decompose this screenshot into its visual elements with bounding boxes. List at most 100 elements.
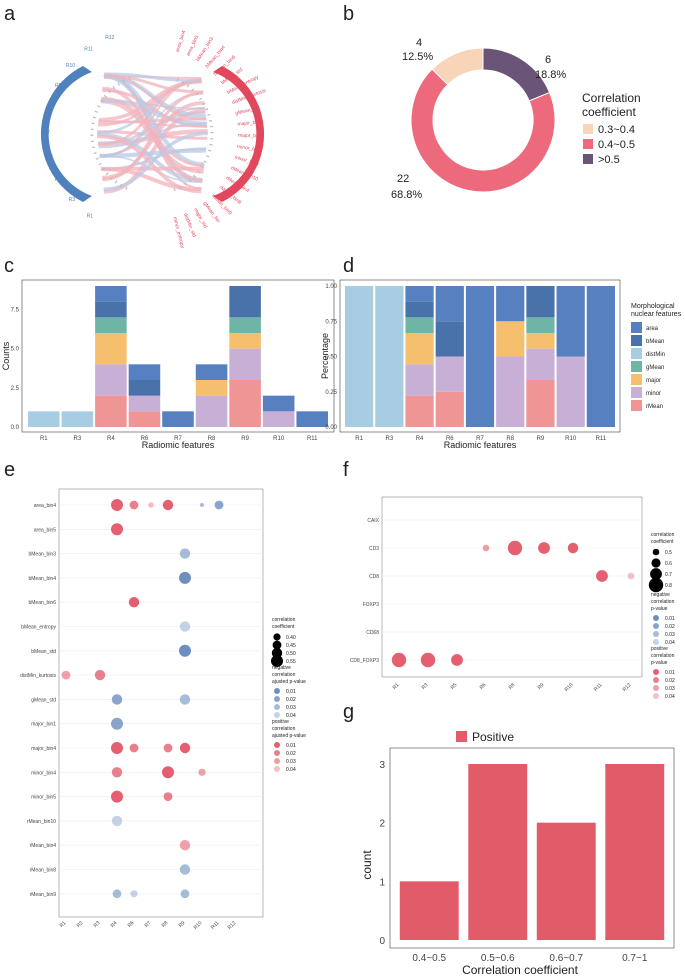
plot-frame-f xyxy=(381,496,643,678)
legend-pos-label: 0.04 xyxy=(665,694,675,700)
x-tick-label-d: R6 xyxy=(446,436,454,442)
row-label: major_bin1 xyxy=(31,722,56,728)
x-tick-label-g: 0.7~1 xyxy=(622,953,648,964)
row-label: rMean_bin8 xyxy=(30,868,57,874)
row-label: rMean_bin9 xyxy=(30,892,57,898)
radiomics-sector xyxy=(40,66,92,202)
donut-count-label: 6 xyxy=(545,54,551,66)
row-label: rMean_bin10 xyxy=(27,819,56,825)
legend-size-label: 0.6 xyxy=(665,561,672,567)
legend-size-label: 0.45 xyxy=(286,643,296,649)
legend-neg-label: 0.04 xyxy=(665,640,675,646)
bar-segment-R6-area xyxy=(128,364,161,380)
legend-swatch-gMean xyxy=(631,361,642,372)
legend-size-label: 0.50 xyxy=(286,651,296,657)
row-label: FOXP3 xyxy=(363,602,380,608)
legend-neg-dot xyxy=(653,615,659,621)
donut-legend: 0.3~0.4 0.4~0.5 >0.5 xyxy=(583,124,635,166)
dot-major_bin4-R8 xyxy=(163,743,173,753)
pct-segment-R8-minor xyxy=(496,356,525,427)
pathomics-sector xyxy=(213,66,265,202)
row-label: CD8_FOXP3 xyxy=(350,658,379,664)
x-tick-label-g: 0.4~0.5 xyxy=(412,953,446,964)
pct-segment-R9-major xyxy=(526,333,555,349)
chord-track-segment xyxy=(193,174,197,178)
legend-key-positive xyxy=(456,731,467,742)
chord-track-segment xyxy=(122,79,126,83)
bar-0.5~0.6 xyxy=(468,764,528,940)
pct-segment-R8-area xyxy=(496,286,525,322)
legend-pos-dot xyxy=(274,750,280,756)
y-tick-label-g: 3 xyxy=(379,760,385,771)
radiomics-item-label: R8 xyxy=(46,106,53,112)
dot-plot-e: area_bin4 area_bin5 bMean_bin3 bMean_bin4 bM… xyxy=(20,488,306,931)
row-label: rMean_bin4 xyxy=(30,843,57,849)
dot-CD8-R11 xyxy=(596,570,608,582)
dot-minor_bin5-R8 xyxy=(163,792,173,801)
panel-label-e: e xyxy=(4,459,15,481)
row-label: minor_bin4 xyxy=(31,770,56,776)
donut-legend-label: >0.5 xyxy=(598,154,620,166)
chord-ribbon xyxy=(98,80,202,127)
chord-ribbon xyxy=(101,96,205,167)
legend-pos-dot xyxy=(274,742,280,748)
pct-segment-R10-minor xyxy=(556,356,585,427)
dot-plot-f-legend: correlationcoefficient0.50.60.70.8negati… xyxy=(648,532,675,700)
legend-neg-dot xyxy=(274,712,280,718)
pathomics-item-label: major_bin1 xyxy=(237,119,262,127)
bar-segment-R9-rMean xyxy=(229,380,261,427)
chord-track-segment xyxy=(125,186,128,190)
legend-swatch-distMin xyxy=(631,348,642,359)
y-axis-title-d: Percentage xyxy=(320,333,330,379)
row-label: CD8 xyxy=(369,574,379,580)
chord-track-segment xyxy=(197,170,201,174)
pct-segment-R9-minor xyxy=(526,348,555,380)
panel-label-b: b xyxy=(343,3,354,25)
legend-size-dot xyxy=(652,548,660,556)
legend-swatch-area xyxy=(631,322,642,333)
bar-segment-R9-minor xyxy=(229,348,261,380)
radiomics-item-label: R3 xyxy=(69,197,76,203)
y-tick-label-d: 0.75 xyxy=(325,319,337,325)
pathomics-item-label: major_std xyxy=(192,207,208,229)
dot-distMin_kurtosis-R3 xyxy=(94,669,106,681)
row-label: area_bin5 xyxy=(34,527,56,533)
legend-size-label: 0.8 xyxy=(665,583,672,589)
legend-size-label: 0.40 xyxy=(286,635,296,641)
panel-label-c: c xyxy=(4,255,14,277)
bar-segment-R4-rMean xyxy=(95,395,127,427)
bar-segment-R3-distMin xyxy=(61,411,94,427)
chord-track-segment xyxy=(107,90,111,94)
dot-minor_bin5-R4 xyxy=(111,790,123,803)
col-label: R6 xyxy=(127,920,136,929)
bar-segment-R11-area xyxy=(296,411,328,427)
x-tick-label-d: R1 xyxy=(355,436,363,442)
pct-segment-R7-area xyxy=(465,286,495,427)
donut-percent-label: 12.5% xyxy=(402,51,433,63)
donut-count-label: 22 xyxy=(397,173,409,185)
pct-segment-R4-major xyxy=(405,333,434,365)
pct-segment-R9-bMean xyxy=(526,286,555,318)
legend-neg-title: correlation xyxy=(651,599,675,605)
legend-swatch-minor xyxy=(631,387,642,398)
pct-segment-R4-bMean xyxy=(405,301,434,318)
pathomics-item-label: area_bin4 xyxy=(175,30,188,53)
dot-gMean_std-R9 xyxy=(179,694,191,705)
dot-bMean_bin4-R9 xyxy=(179,571,191,584)
dot-rMean_bin9-R9 xyxy=(180,889,190,899)
bar-segment-R9-major xyxy=(229,333,261,349)
bar-segment-R4-area xyxy=(95,286,127,302)
pathomics-item-label: minor_bin4 xyxy=(237,144,263,154)
col-label: R11 xyxy=(210,920,221,931)
pct-segment-R9-gMean xyxy=(526,317,555,333)
dot-major_bin4-R9 xyxy=(179,742,191,754)
legend-neg-label: 0.02 xyxy=(665,624,675,630)
legend-swatch-major xyxy=(631,374,642,385)
bar-segment-R6-bMean xyxy=(128,380,161,396)
pct-segment-R10-area xyxy=(556,286,585,357)
legend-pos-label: 0.02 xyxy=(286,751,296,757)
radiomics-item-label: R10 xyxy=(66,63,75,69)
y-tick-label-g: 0 xyxy=(379,936,385,947)
dot-plot-f: CAIX CD3 CD8 FOXP3 CD68 CD8_FOXP3 R1 R3 R5 R6 R8 R9… xyxy=(350,496,675,700)
legend-pos-title: positive xyxy=(272,719,289,725)
